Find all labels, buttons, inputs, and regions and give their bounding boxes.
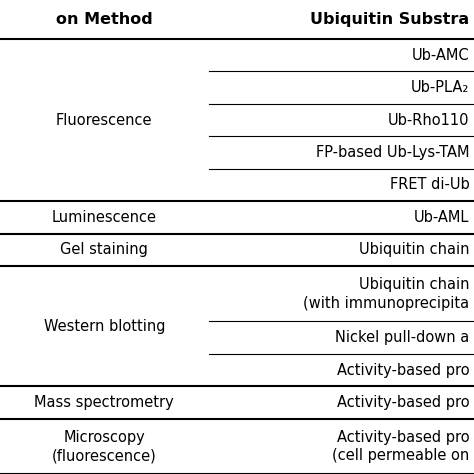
Text: Microscopy
(fluorescence): Microscopy (fluorescence) <box>52 429 156 463</box>
Text: Western blotting: Western blotting <box>44 319 165 334</box>
Text: Ub-AML: Ub-AML <box>414 210 469 225</box>
Text: Activity-based pro
(cell permeable on: Activity-based pro (cell permeable on <box>332 429 469 463</box>
Text: Ub-Rho110: Ub-Rho110 <box>388 112 469 128</box>
Text: Ub-PLA₂: Ub-PLA₂ <box>411 80 469 95</box>
Text: Activity-based pro: Activity-based pro <box>337 395 469 410</box>
Text: FRET di-Ub: FRET di-Ub <box>390 177 469 192</box>
Text: Gel staining: Gel staining <box>60 242 148 257</box>
Text: Mass spectrometry: Mass spectrometry <box>35 395 174 410</box>
Text: Activity-based pro: Activity-based pro <box>337 363 469 378</box>
Text: Ubiquitin chain
(with immunoprecipita: Ubiquitin chain (with immunoprecipita <box>303 277 469 310</box>
Text: on Method: on Method <box>56 12 153 27</box>
Text: Nickel pull-down a: Nickel pull-down a <box>335 330 469 345</box>
Text: Ub-AMC: Ub-AMC <box>411 47 469 63</box>
Text: Luminescence: Luminescence <box>52 210 157 225</box>
Text: Fluorescence: Fluorescence <box>56 112 153 128</box>
Text: Ubiquitin Substra: Ubiquitin Substra <box>310 12 469 27</box>
Text: Ubiquitin chain: Ubiquitin chain <box>359 242 469 257</box>
Text: FP-based Ub-Lys-TAM: FP-based Ub-Lys-TAM <box>316 145 469 160</box>
